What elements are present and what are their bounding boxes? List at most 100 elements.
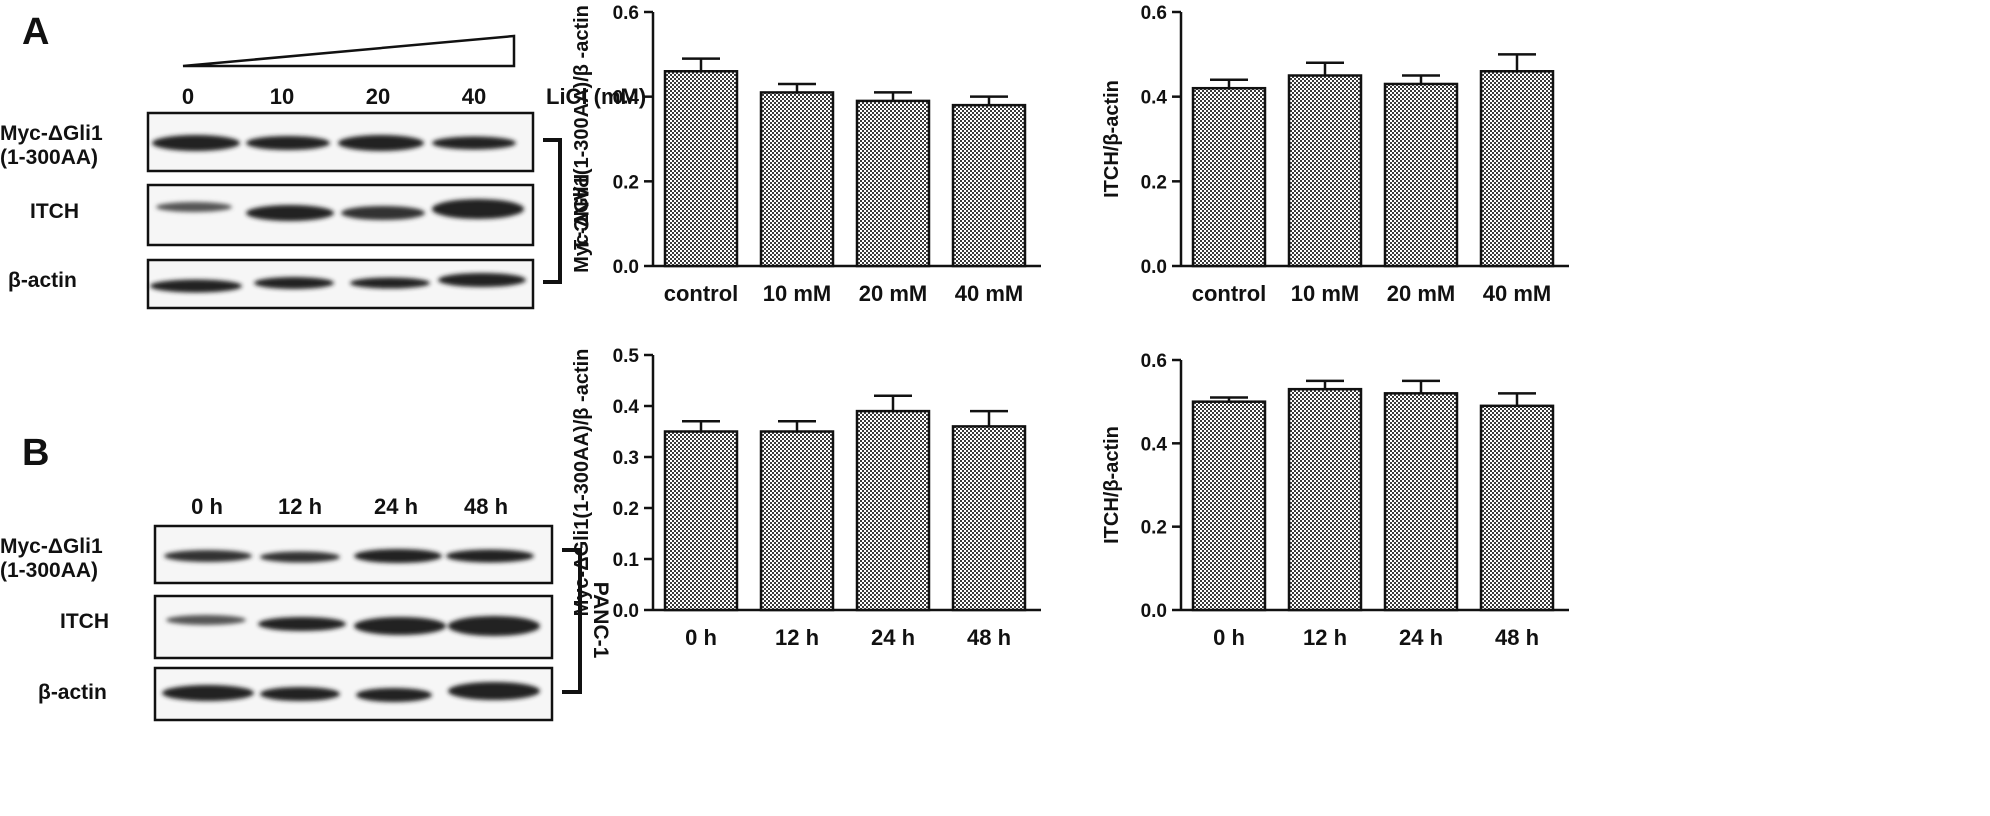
y-tick-label: 0.2 (1141, 172, 1167, 193)
panel-a-lane-label: 20 (366, 84, 390, 109)
panel-b-lane-label: 12 h (278, 494, 322, 519)
bar (855, 409, 931, 612)
band (246, 136, 330, 150)
x-category-label: 40 mM (955, 281, 1023, 306)
x-category-label: control (664, 281, 739, 306)
x-category-label: 20 mM (859, 281, 927, 306)
bar (663, 70, 739, 268)
band (162, 685, 254, 701)
bar (759, 91, 835, 268)
chart-b-gli1-time: 0.0 0.1 0.2 0.3 0.4 0.5 Myc-ΔGli1(1-300AA)/β -… (571, 346, 1041, 650)
bar (1287, 387, 1363, 612)
bar (1191, 400, 1267, 612)
band (448, 616, 540, 636)
blot-a-label-myc-gli1: Myc-ΔGli1 (0, 122, 103, 145)
x-category-label: 40 mM (1483, 281, 1551, 306)
band (246, 205, 334, 221)
bar (759, 430, 835, 612)
y-tick-label: 0.0 (613, 257, 639, 278)
x-category-label: 24 h (871, 625, 915, 650)
bar (855, 99, 931, 268)
band (338, 135, 424, 151)
x-category-label: 12 h (1303, 625, 1347, 650)
x-category-label: 0 h (1213, 625, 1245, 650)
x-category-label: 12 h (775, 625, 819, 650)
y-tick-label: 0.2 (613, 172, 639, 193)
blot-a-bands (150, 135, 526, 293)
panel-a-cell-line-label: PANC-1 (569, 174, 592, 251)
band (166, 615, 246, 625)
blot-b-label-myc-gli1-sub: (1-300AA) (0, 559, 98, 582)
band (446, 549, 534, 563)
band (432, 136, 516, 150)
y-tick-label: 0.5 (613, 346, 640, 367)
y-tick-label: 0.6 (1141, 351, 1167, 372)
y-tick-label: 0.6 (1141, 3, 1167, 24)
y-tick-label: 0.4 (1141, 434, 1168, 455)
x-category-label: 0 h (685, 625, 717, 650)
licl-treatment-label: LiCl (mM) (546, 84, 646, 109)
x-category-label: 10 mM (1291, 281, 1359, 306)
panel-b-lane-label: 24 h (374, 494, 418, 519)
bar (951, 103, 1027, 268)
y-tick-label: 0.6 (613, 3, 639, 24)
blot-b-label-itch: ITCH (60, 610, 109, 633)
bar (951, 425, 1027, 612)
blot-a-label-beta-actin: β-actin (8, 269, 77, 292)
blot-a-label-myc-gli1-sub: (1-300AA) (0, 146, 98, 169)
panel-b-letter: B (22, 432, 49, 474)
band (356, 688, 432, 702)
band (350, 277, 430, 289)
panel-a-lane-label: 40 (462, 84, 486, 109)
y-tick-label: 0.4 (613, 88, 640, 109)
x-category-label: 20 mM (1387, 281, 1455, 306)
band (438, 273, 526, 287)
bar (1479, 404, 1555, 612)
panel-a-cell-line-bracket (543, 138, 562, 284)
band (354, 549, 442, 563)
band (152, 135, 240, 151)
band (341, 206, 425, 220)
bar (663, 430, 739, 612)
band (254, 277, 334, 289)
blot-a-label-itch: ITCH (30, 200, 79, 223)
blot-b-label-beta-actin: β-actin (38, 681, 107, 704)
blot-b-label-myc-gli1: Myc-ΔGli1 (0, 535, 103, 558)
panel-b-cell-line-bracket (562, 548, 582, 694)
blot-b-bands (162, 549, 540, 702)
x-category-label: 24 h (1399, 625, 1443, 650)
chart-a-gli1-licl: 0.0 0.2 0.4 0.6 Myc-ΔGli1(1-300AA)/β -actin c… (571, 3, 1041, 306)
chart-a-itch-licl: 0.0 0.2 0.4 0.6 ITCH/β-actin control 10 mM 20 m… (1101, 3, 1569, 306)
band (156, 202, 232, 212)
band (432, 199, 524, 219)
y-tick-label: 0.4 (613, 397, 640, 418)
panel-a-letter: A (22, 11, 49, 53)
band (354, 617, 446, 635)
panel-a-lane-label: 0 (182, 84, 194, 109)
x-category-label: 48 h (1495, 625, 1539, 650)
y-axis-title: ITCH/β-actin (1101, 426, 1123, 544)
band (164, 550, 252, 562)
bar (1383, 82, 1459, 268)
x-category-label: 10 mM (763, 281, 831, 306)
panel-b-cell-line-label: PANC-1 (589, 582, 612, 659)
y-axis-title: ITCH/β-actin (1101, 80, 1123, 198)
x-category-label: control (1192, 281, 1267, 306)
chart-b-itch-time: 0.0 0.2 0.4 0.6 ITCH/β-actin 0 h 12 h 24 h 48 h (1101, 351, 1569, 650)
y-tick-label: 0.2 (613, 499, 639, 520)
band (258, 617, 346, 631)
band (150, 279, 242, 293)
y-tick-label: 0.4 (1141, 88, 1168, 109)
panel-b-lane-label: 0 h (191, 494, 223, 519)
bar (1191, 86, 1267, 268)
licl-gradient-wedge (182, 34, 516, 68)
y-axis-title: Myc-ΔGli1(1-300AA)/β -actin (571, 5, 593, 273)
bar (1383, 392, 1459, 612)
band (260, 551, 340, 563)
bar (1479, 70, 1555, 268)
y-axis-title: Myc-ΔGli1(1-300AA)/β -actin (571, 349, 593, 617)
y-tick-label: 0.0 (613, 601, 639, 622)
panel-b-lane-label: 48 h (464, 494, 508, 519)
y-tick-label: 0.3 (613, 448, 639, 469)
